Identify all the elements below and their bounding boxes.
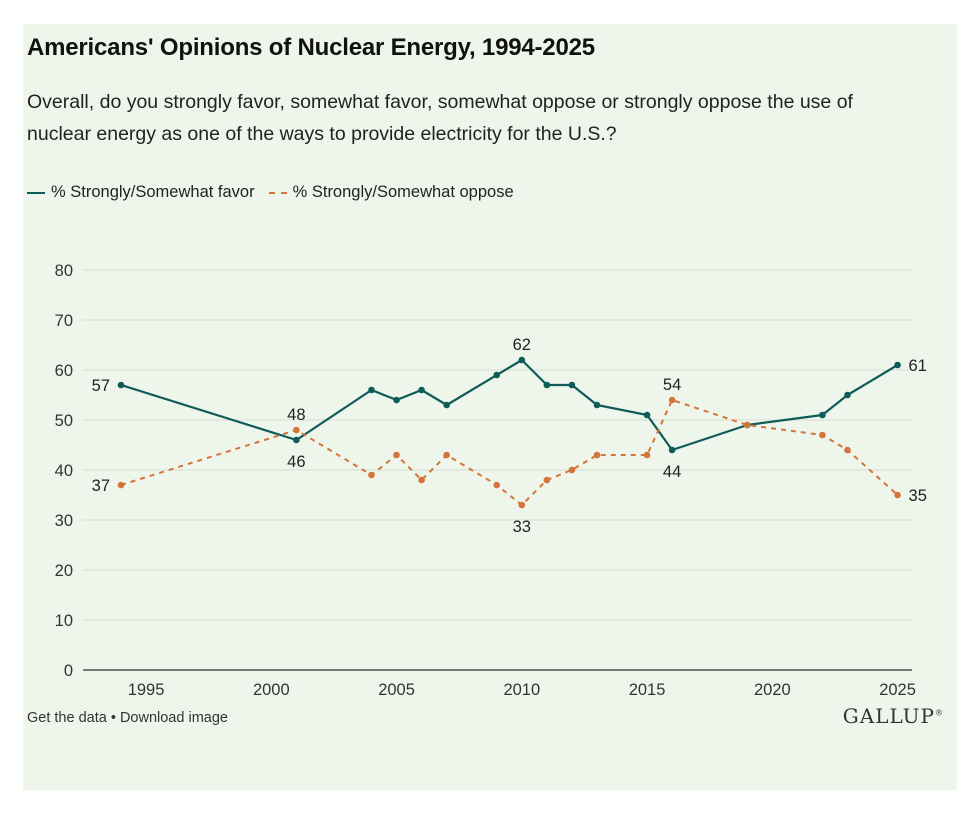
y-tick-label-50: 50 [55,412,73,430]
gallup-logo-text: GALLUP [842,704,935,728]
data-label-oppose-1994: 37 [92,477,110,495]
point-oppose-2012 [568,466,576,474]
point-oppose-2007 [443,451,450,459]
point-favor-2016 [668,446,676,454]
chart-card [23,24,957,790]
legend-swatch-favor [27,191,45,194]
y-tick-label-30: 30 [55,512,73,530]
data-label-favor-2016: 44 [663,463,681,481]
point-oppose-2004 [368,471,375,479]
point-oppose-2025 [894,491,901,499]
x-axis-tick-labels: 1995 2000 2005 2010 2015 2020 2025 [128,681,916,699]
data-labels: 57 46 62 44 61 37 48 33 54 35 [92,336,927,536]
point-favor-2012 [568,381,576,389]
point-oppose-2001 [293,426,300,434]
point-favor-2005 [393,396,400,404]
point-favor-2015 [643,411,651,419]
point-oppose-2009 [493,481,501,489]
point-favor-2022 [819,411,826,419]
legend-item-favor: % Strongly/Somewhat favor [27,183,255,202]
point-oppose-2023 [844,446,851,454]
point-favor-1994 [117,381,125,389]
y-tick-label-70: 70 [55,312,73,330]
data-label-favor-1994: 57 [92,377,110,395]
point-oppose-2016 [668,396,676,404]
point-oppose-2006 [418,476,425,484]
y-tick-label-80: 80 [55,262,73,280]
data-label-favor-2025: 61 [909,357,927,375]
point-oppose-2015 [643,451,651,459]
point-favor-2025 [894,361,901,369]
legend-label-favor: % Strongly/Somewhat favor [51,183,255,201]
series-points [117,356,901,509]
data-label-favor-2010: 62 [513,336,531,354]
legend-item-oppose: % Strongly/Somewhat oppose [268,183,514,202]
x-tick-label-2005: 2005 [378,681,415,699]
data-label-oppose-2016: 54 [663,376,681,394]
x-tick-label-2020: 2020 [754,681,791,699]
point-oppose-2005 [393,451,400,459]
series-lines [120,358,899,506]
y-tick-label-10: 10 [55,612,73,630]
gallup-logo: GALLUP® [843,704,943,728]
footer-separator: • [110,710,116,726]
series-line-favor [120,358,899,452]
x-tick-label-2010: 2010 [503,681,540,699]
x-tick-label-2000: 2000 [253,681,290,699]
point-favor-2023 [844,391,851,399]
download-image-link[interactable]: Download image [119,710,228,726]
point-oppose-2010 [518,501,526,509]
data-label-favor-2001: 46 [287,453,305,471]
gridlines [83,269,912,671]
point-oppose-2022 [819,431,826,439]
chart-title: Americans' Opinions of Nuclear Energy, 1… [27,34,595,61]
point-oppose-2019 [743,421,751,429]
point-favor-2009 [493,371,501,379]
point-oppose-2013 [593,451,601,459]
data-label-oppose-2001: 48 [287,406,305,424]
gallup-logo-mark: ® [935,708,943,718]
data-label-oppose-2025: 35 [909,487,927,505]
point-favor-2004 [368,386,375,394]
footer-links: Get the data • Download image [27,710,228,726]
y-tick-label-40: 40 [55,462,73,480]
legend: % Strongly/Somewhat favor % Strongly/Som… [27,183,528,202]
y-tick-label-0: 0 [64,662,73,680]
get-data-link[interactable]: Get the data [27,710,107,726]
series-line-oppose [120,399,899,506]
point-favor-2001 [293,436,300,444]
legend-label-oppose: % Strongly/Somewhat oppose [292,183,514,201]
data-label-oppose-2010: 33 [513,518,531,536]
point-favor-2007 [443,401,450,409]
point-favor-2013 [593,401,601,409]
y-tick-label-20: 20 [55,562,73,580]
x-tick-label-2015: 2015 [629,681,666,699]
point-oppose-2011 [543,476,551,484]
point-oppose-1994 [117,481,125,489]
chart-subtitle: Overall, do you strongly favor, somewhat… [27,91,853,145]
point-favor-2010 [518,356,526,364]
legend-swatch-oppose [268,191,287,194]
x-tick-label-1995: 1995 [128,681,165,699]
point-favor-2006 [418,386,425,394]
point-favor-2011 [543,381,551,389]
y-tick-label-60: 60 [55,362,73,380]
x-tick-label-2025: 2025 [879,681,916,699]
y-axis-tick-labels: 0 10 20 30 40 50 60 70 80 [55,262,73,680]
